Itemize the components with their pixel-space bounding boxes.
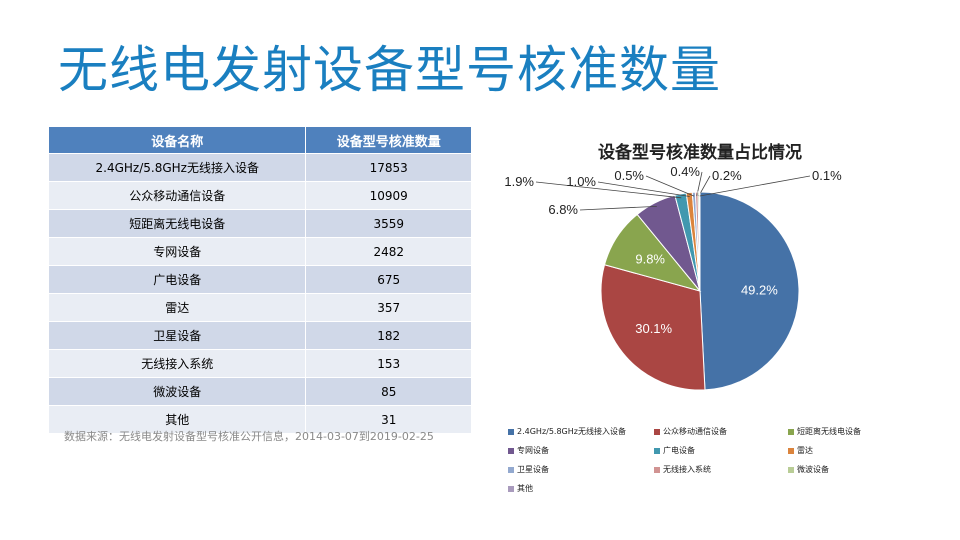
pie-data-label: 9.8% (635, 252, 665, 267)
pie-slice (600, 264, 706, 391)
cell-device-name: 2.4GHz/5.8GHz无线接入设备 (47, 153, 307, 182)
pie-slice (698, 191, 701, 292)
legend-swatch (788, 428, 794, 435)
table-row: 公众移动通信设备 10909 (47, 181, 472, 210)
cell-device-name: 公众移动通信设备 (47, 181, 307, 210)
pie-data-label: 30.1% (635, 321, 672, 336)
table-row: 专网设备 2482 (47, 237, 472, 266)
legend-swatch (788, 447, 794, 454)
cell-device-name: 无线接入系统 (47, 349, 307, 378)
legend-label: 2.4GHz/5.8GHz无线接入设备 (517, 427, 626, 436)
legend-swatch (508, 447, 514, 454)
cell-device-name: 其他 (47, 405, 307, 434)
cell-count: 3559 (305, 209, 472, 238)
chart-title: 设备型号核准数量占比情况 (598, 143, 802, 163)
table-row: 卫星设备 182 (47, 321, 472, 350)
cell-count: 153 (305, 349, 472, 378)
cell-device-name: 广电设备 (47, 265, 307, 294)
legend-item: 公众移动通信设备 (654, 426, 727, 437)
legend-swatch (654, 428, 660, 435)
cell-count: 10909 (305, 181, 472, 210)
cell-device-name: 专网设备 (47, 237, 307, 266)
cell-count: 357 (305, 293, 472, 322)
legend-label: 专网设备 (517, 446, 549, 455)
pie-data-label: 49.2% (741, 283, 778, 298)
table-header-row: 设备名称 设备型号核准数量 (47, 126, 472, 154)
legend-label: 其他 (517, 484, 533, 493)
header-approval-count: 设备型号核准数量 (305, 126, 472, 154)
pie-leader-line (698, 175, 711, 197)
header-device-name: 设备名称 (47, 126, 307, 154)
legend-label: 公众移动通信设备 (663, 427, 727, 436)
legend-label: 微波设备 (797, 465, 829, 474)
pie-data-label: 0.1% (812, 168, 842, 183)
pie-data-label: 0.5% (614, 168, 644, 183)
pie-data-label: 6.8% (548, 202, 578, 217)
pie-data-label: 1.9% (504, 174, 534, 189)
pie-data-label: 1.0% (566, 174, 596, 189)
page-title: 无线电发射设备型号核准数量 (58, 41, 721, 99)
legend-swatch (654, 447, 660, 454)
table-row: 雷达 357 (47, 293, 472, 322)
legend-item: 专网设备 (508, 445, 549, 456)
cell-count: 2482 (305, 237, 472, 266)
legend-label: 短距离无线电设备 (797, 427, 861, 436)
table-row: 2.4GHz/5.8GHz无线接入设备 17853 (47, 153, 472, 182)
legend-swatch (508, 466, 514, 473)
table-row: 其他 31 (47, 405, 472, 434)
legend-swatch (788, 466, 794, 473)
pie-slice (699, 191, 800, 391)
legend-label: 卫星设备 (517, 465, 549, 474)
cell-count: 17853 (305, 153, 472, 182)
cell-count: 31 (305, 405, 472, 434)
legend-item: 广电设备 (654, 445, 695, 456)
legend-swatch (508, 428, 514, 435)
pie-leader-line (597, 181, 690, 197)
cell-device-name: 雷达 (47, 293, 307, 322)
pie-leader-line (699, 175, 811, 197)
legend-item: 微波设备 (788, 464, 829, 475)
legend-label: 无线接入系统 (663, 465, 711, 474)
table-row: 无线接入系统 153 (47, 349, 472, 378)
pie-leader-line (645, 175, 695, 197)
cell-count: 675 (305, 265, 472, 294)
legend-item: 短距离无线电设备 (788, 426, 861, 437)
cell-device-name: 短距离无线电设备 (47, 209, 307, 238)
data-table: 设备名称 设备型号核准数量 2.4GHz/5.8GHz无线接入设备 17853 公… (47, 126, 472, 434)
legend-item: 无线接入系统 (654, 464, 711, 475)
legend-item: 卫星设备 (508, 464, 549, 475)
legend-label: 广电设备 (663, 446, 695, 455)
cell-device-name: 微波设备 (47, 377, 307, 406)
legend-item: 雷达 (788, 445, 813, 456)
table-row: 广电设备 675 (47, 265, 472, 294)
legend-item: 2.4GHz/5.8GHz无线接入设备 (508, 426, 626, 437)
pie-leader-line (535, 181, 682, 199)
cell-device-name: 卫星设备 (47, 321, 307, 350)
pie-leader-line (579, 205, 657, 211)
table-row: 短距离无线电设备 3559 (47, 209, 472, 238)
pie-data-label: 0.4% (670, 164, 700, 179)
legend-item: 其他 (508, 483, 533, 494)
legend-swatch (508, 485, 514, 492)
pie-data-label: 0.2% (712, 168, 742, 183)
legend-swatch (654, 466, 660, 473)
data-source-note: 数据来源：无线电发射设备型号核准公开信息，2014-03-07到2019-02-… (64, 430, 434, 443)
legend-label: 雷达 (797, 446, 813, 455)
